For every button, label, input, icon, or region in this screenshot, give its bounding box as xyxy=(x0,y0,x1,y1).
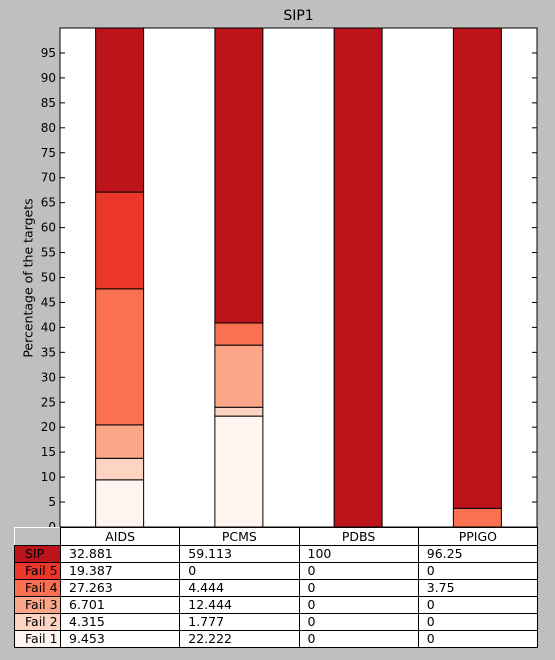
table-row: Fail 4 27.263 4.444 0 3.75 xyxy=(14,579,539,597)
table-column-header: PCMS xyxy=(179,527,300,546)
bar-segment-fail-1-aids xyxy=(95,479,145,528)
data-table: AIDS PCMS PDBS PPIGO SIP 32.881 59.113 100 96.25… xyxy=(14,527,539,648)
y-tick-label: 45 xyxy=(41,295,56,309)
table-cell: 4.444 xyxy=(179,579,300,597)
bar-segment-fail-4-ppigo xyxy=(452,507,502,528)
table-cell: 0 xyxy=(298,630,419,648)
y-tick-label: 0 xyxy=(48,520,56,530)
table-column-header: PPIGO xyxy=(417,527,539,546)
y-tick-label: 70 xyxy=(41,171,56,185)
y-tick-label: 35 xyxy=(41,345,56,359)
y-tick-label: 20 xyxy=(41,420,56,434)
table-cell: 0 xyxy=(298,579,419,597)
table-cell: 12.444 xyxy=(179,596,300,614)
table-row-header: Fail 4 xyxy=(14,579,61,597)
y-tick-label: 80 xyxy=(41,121,56,135)
table-cell: 9.453 xyxy=(59,630,181,648)
chart-title: SIP1 xyxy=(283,8,314,24)
y-tick-label: 10 xyxy=(41,470,56,484)
bar-segment-fail-2-pcms xyxy=(214,406,264,417)
y-tick-label: 25 xyxy=(41,395,56,409)
table-column-header: PDBS xyxy=(298,527,419,546)
table-cell: 0 xyxy=(417,596,539,614)
y-tick-label: 60 xyxy=(41,221,56,235)
bar-segment-fail-4-aids xyxy=(95,288,145,426)
bar-segment-fail-3-pcms xyxy=(214,344,264,408)
bar-segment-fail-1-pcms xyxy=(214,415,264,528)
table-cell: 0 xyxy=(298,596,419,614)
y-axis: 0 5 10 15 20 25 30 35 40 45 50 55 60 65 70 75 80 85 90 95 xyxy=(41,46,537,530)
bar-segment-sip-aids xyxy=(95,27,145,193)
table-cell: 100 xyxy=(298,545,419,563)
table-cell: 0 xyxy=(417,630,539,648)
y-tick-label: 30 xyxy=(41,370,56,384)
table-row-header: Fail 1 xyxy=(14,630,61,648)
table-row: Fail 3 6.701 12.444 0 0 xyxy=(14,596,539,614)
table-row-header: SIP xyxy=(14,545,61,563)
table-row-header: Fail 2 xyxy=(14,613,61,631)
table-cell: 0 xyxy=(298,562,419,580)
table-row: Fail 5 19.387 0 0 0 xyxy=(14,562,539,580)
table-cell: 0 xyxy=(298,613,419,631)
table-cell: 32.881 xyxy=(59,545,181,563)
bars-layer xyxy=(95,27,502,528)
table-cell: 0 xyxy=(417,613,539,631)
table-row-header: Fail 3 xyxy=(14,596,61,614)
bar-segment-fail-2-aids xyxy=(95,457,145,481)
y-tick-label: 75 xyxy=(41,146,56,160)
table-row-header: Fail 5 xyxy=(14,562,61,580)
bar-segment-fail-3-aids xyxy=(95,424,145,459)
table-corner xyxy=(14,527,61,546)
table-cell: 0 xyxy=(179,562,300,580)
y-tick-label: 5 xyxy=(48,495,56,509)
table-cell: 0 xyxy=(417,562,539,580)
table-header-row: AIDS PCMS PDBS PPIGO xyxy=(14,527,539,546)
bar-segment-fail-5-aids xyxy=(95,191,145,290)
bar-segment-sip-pcms xyxy=(214,27,264,324)
y-tick-label: 65 xyxy=(41,196,56,210)
table-cell: 27.263 xyxy=(59,579,181,597)
table-cell: 22.222 xyxy=(179,630,300,648)
table-row: SIP 32.881 59.113 100 96.25 xyxy=(14,545,539,563)
bar-segment-fail-4-pcms xyxy=(214,322,264,346)
table-cell: 3.75 xyxy=(417,579,539,597)
table-cell: 6.701 xyxy=(59,596,181,614)
y-tick-label: 85 xyxy=(41,96,56,110)
y-tick-label: 95 xyxy=(41,46,56,60)
bar-segment-sip-ppigo xyxy=(452,27,502,509)
chart-plot: 0 5 10 15 20 25 30 35 40 45 50 55 60 65 70 75 80 85 90 95 xyxy=(41,27,538,530)
y-tick-label: 90 xyxy=(41,71,56,85)
table-cell: 19.387 xyxy=(59,562,181,580)
table-row: Fail 2 4.315 1.777 0 0 xyxy=(14,613,539,631)
table-column-header: AIDS xyxy=(59,527,181,546)
table-cell: 96.25 xyxy=(417,545,539,563)
table-cell: 4.315 xyxy=(59,613,181,631)
y-tick-label: 40 xyxy=(41,320,56,334)
y-tick-label: 55 xyxy=(41,246,56,260)
y-tick-label: 15 xyxy=(41,445,56,459)
bar-segment-sip-pdbs xyxy=(333,27,383,528)
y-tick-label: 50 xyxy=(41,271,56,285)
table-cell: 59.113 xyxy=(179,545,300,563)
table-row: Fail 1 9.453 22.222 0 0 xyxy=(14,630,539,648)
table-cell: 1.777 xyxy=(179,613,300,631)
